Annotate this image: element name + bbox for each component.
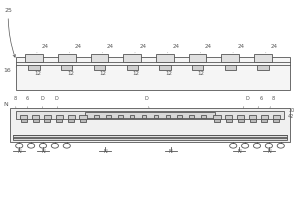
Text: 24: 24 [69, 44, 81, 53]
Bar [166, 115, 170, 118]
Bar [33, 119, 38, 122]
Text: 6: 6 [258, 96, 263, 108]
Bar [249, 115, 256, 119]
Bar [21, 119, 27, 122]
Bar [273, 115, 280, 119]
Text: 12: 12 [100, 71, 106, 76]
Text: 12: 12 [132, 71, 139, 76]
Text: 12: 12 [34, 71, 41, 76]
Text: D: D [243, 96, 249, 108]
Bar [44, 115, 51, 119]
Text: 30: 30 [288, 108, 295, 113]
Bar [262, 119, 267, 122]
Bar [58, 54, 76, 62]
Bar [68, 115, 75, 119]
Bar [13, 135, 287, 138]
Text: 24: 24 [167, 44, 179, 53]
Bar [16, 111, 284, 119]
Bar [106, 115, 111, 118]
Bar [130, 115, 134, 118]
Bar [261, 115, 268, 119]
Bar [20, 115, 27, 119]
Bar [44, 119, 50, 122]
Text: D: D [40, 96, 44, 108]
Text: 24: 24 [200, 44, 212, 53]
Text: 12: 12 [198, 71, 205, 76]
Text: 24: 24 [266, 44, 278, 53]
Text: N: N [3, 102, 8, 107]
Bar [214, 119, 220, 122]
Bar [189, 54, 206, 62]
Bar [91, 54, 108, 62]
Bar [213, 115, 220, 119]
Bar [80, 115, 87, 119]
Bar [159, 65, 170, 70]
Bar [68, 119, 74, 122]
Text: 24: 24 [135, 44, 147, 53]
Text: 8: 8 [13, 96, 16, 108]
Bar [221, 54, 239, 62]
Bar [237, 115, 244, 119]
Bar [10, 108, 290, 142]
Bar [154, 115, 158, 118]
Text: 24: 24 [37, 44, 49, 53]
Text: N: N [169, 149, 173, 154]
Bar [94, 115, 99, 118]
Bar [56, 115, 63, 119]
Bar [80, 119, 86, 122]
Text: 12: 12 [165, 71, 172, 76]
Bar [254, 54, 272, 62]
Text: N: N [103, 149, 107, 154]
Bar [273, 119, 279, 122]
Bar [178, 115, 182, 118]
Bar [123, 54, 141, 62]
Bar [257, 65, 268, 70]
Text: N: N [267, 149, 271, 154]
Text: 12: 12 [67, 71, 74, 76]
Bar [25, 54, 43, 62]
Bar [238, 119, 244, 122]
Text: D: D [55, 96, 58, 108]
Bar [142, 115, 146, 118]
Text: 24: 24 [102, 44, 114, 53]
Bar [201, 115, 206, 118]
Bar [226, 119, 232, 122]
Bar [32, 115, 39, 119]
Bar [156, 54, 174, 62]
Text: N: N [17, 149, 21, 154]
Bar [61, 65, 72, 70]
Bar [28, 65, 40, 70]
Bar [189, 115, 194, 118]
Text: 8: 8 [270, 96, 275, 108]
Text: 42: 42 [288, 114, 295, 119]
Text: 24: 24 [233, 44, 245, 53]
Bar [192, 65, 203, 70]
Bar [127, 65, 138, 70]
Text: D: D [144, 96, 149, 108]
Text: 6: 6 [25, 96, 28, 108]
Bar [225, 115, 232, 119]
Bar [225, 65, 236, 70]
Bar [94, 65, 105, 70]
Text: 16: 16 [3, 67, 16, 73]
Text: 25: 25 [4, 8, 15, 57]
Bar [118, 115, 122, 118]
Text: N: N [41, 149, 45, 154]
Bar [56, 119, 62, 122]
Bar [16, 57, 290, 90]
Text: N: N [237, 149, 241, 154]
Bar [250, 119, 256, 122]
Bar [13, 137, 287, 140]
Bar [85, 112, 215, 118]
